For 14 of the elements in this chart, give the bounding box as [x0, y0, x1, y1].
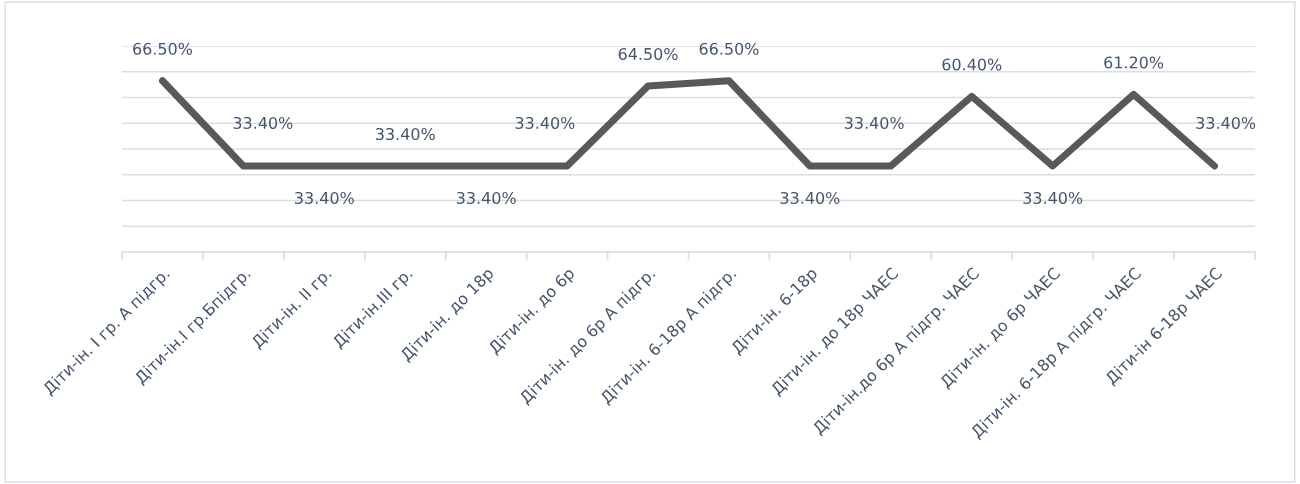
data-label: 60.40%: [942, 58, 1002, 71]
data-label: 33.40%: [295, 191, 354, 204]
data-label: 66.50%: [699, 42, 759, 55]
data-label: 33.40%: [515, 116, 575, 129]
data-label: 33.40%: [376, 127, 435, 141]
data-label: 33.40%: [456, 191, 516, 204]
data-label: 33.40%: [1023, 191, 1083, 204]
data-label: 64.50%: [618, 47, 678, 60]
data-label: 33.40%: [780, 191, 840, 204]
data-label: 33.40%: [844, 116, 904, 129]
data-label: 66.50%: [133, 42, 193, 55]
data-label: 61.20%: [1104, 56, 1164, 69]
data-label: 33.40%: [233, 116, 293, 129]
data-label: 33.40%: [1196, 116, 1256, 129]
